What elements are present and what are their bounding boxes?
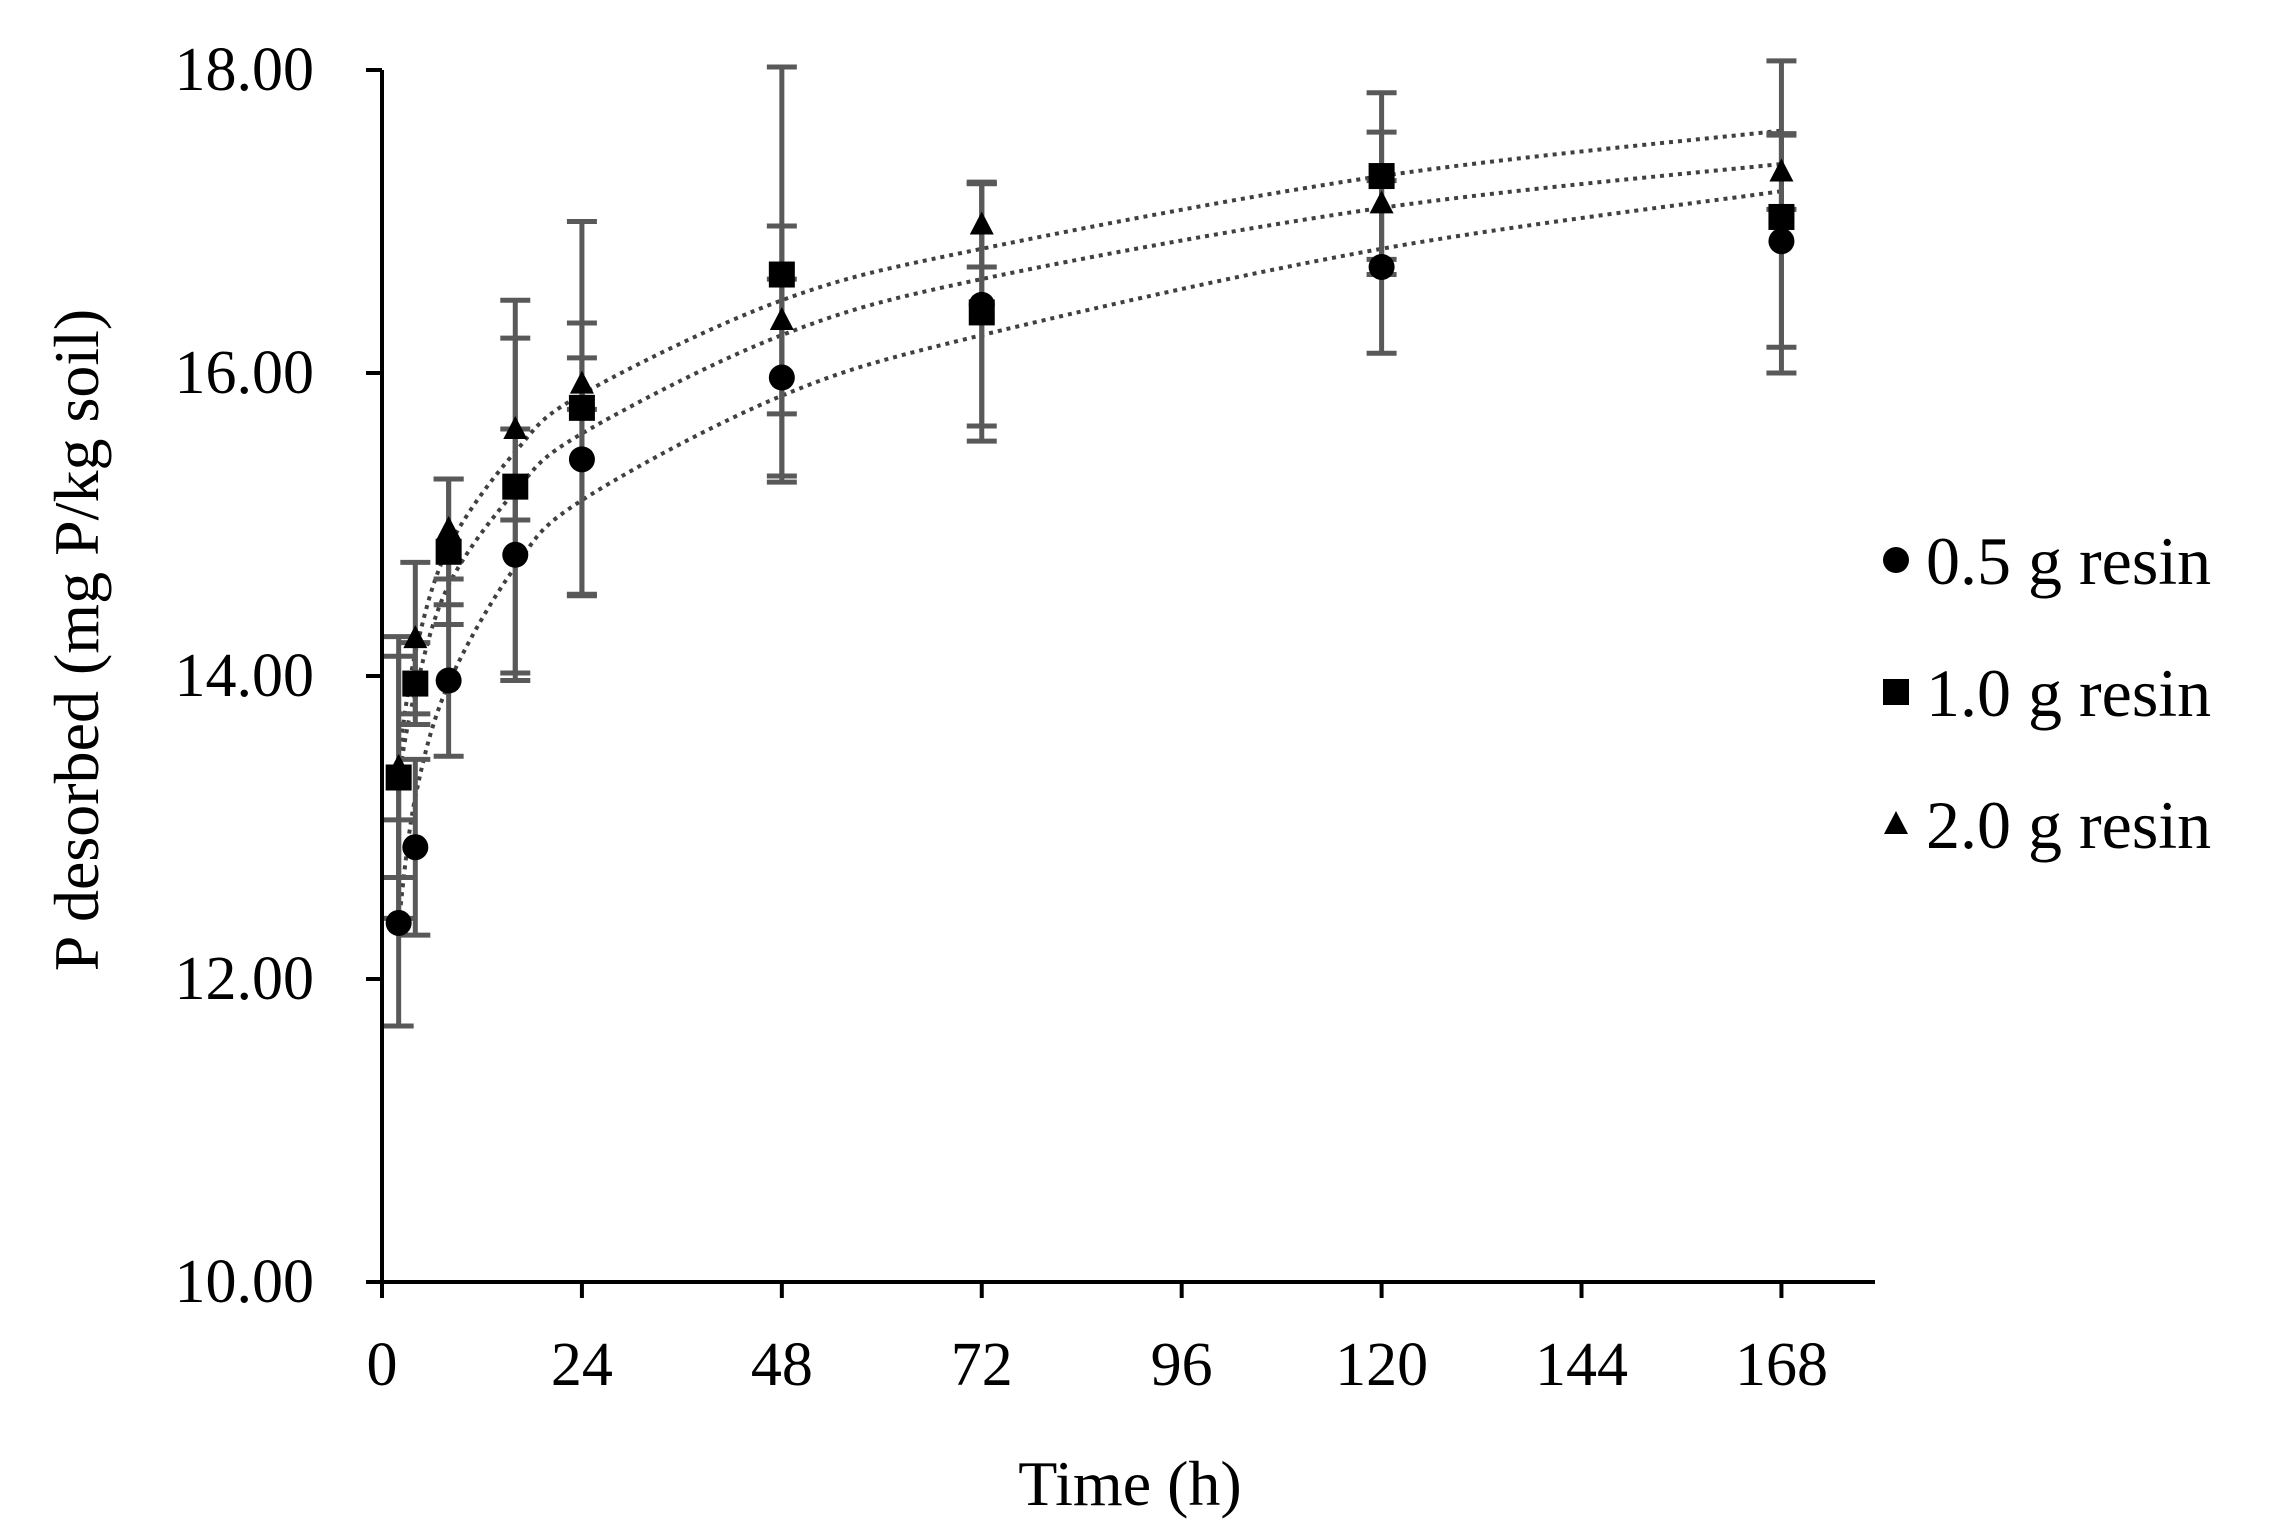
axes: 10.00 12.00 14.00 16.00 18.00 0 24 48 72 96 120 144…: [175, 36, 1875, 1399]
x-tick-label: 168: [1735, 1331, 1828, 1399]
legend-marker-circle: [1883, 547, 1909, 573]
data-point-square: [768, 261, 795, 288]
data-point-triangle: [969, 211, 994, 235]
trend-lines: [396, 128, 1782, 924]
x-tick-label: 48: [751, 1331, 813, 1399]
data-point-triangle: [386, 753, 411, 777]
x-tick-label: 24: [551, 1331, 613, 1399]
error-bars: [383, 58, 1797, 1029]
data-point-triangle: [503, 416, 528, 440]
data-point-circle: [435, 667, 462, 694]
data-point-circle: [1368, 253, 1395, 280]
x-axis-title: Time (h): [1018, 1448, 1241, 1519]
trend-line-circle: [396, 189, 1782, 924]
legend-label: 2.0 g resin: [1926, 787, 2211, 863]
y-tick-label: 10.00: [175, 1248, 315, 1316]
data-point-triangle: [436, 516, 461, 540]
x-tick-label: 120: [1335, 1331, 1428, 1399]
x-tick-label: 0: [367, 1331, 398, 1399]
x-tick-label: 144: [1535, 1331, 1628, 1399]
data-point-circle: [385, 909, 412, 936]
trend-line-triangle: [396, 128, 1782, 760]
data-point-square: [568, 394, 595, 421]
data-point-triangle: [1369, 190, 1394, 214]
data-point-triangle: [769, 306, 794, 330]
y-axis-title: P desorbed (mg P/kg soil): [41, 309, 112, 972]
data-point-triangle: [1769, 158, 1794, 182]
legend-marker-triangle: [1884, 811, 1908, 834]
y-tick-label: 16.00: [175, 339, 315, 407]
data-point-circle: [402, 834, 429, 861]
data-point-square: [435, 538, 462, 565]
legend-label: 0.5 g resin: [1926, 523, 2211, 599]
data-point-square: [1768, 203, 1795, 230]
data-point-circle: [1768, 228, 1795, 255]
y-tick-label: 12.00: [175, 945, 315, 1013]
legend-label: 1.0 g resin: [1926, 655, 2211, 731]
data-point-circle: [502, 541, 529, 568]
x-tick-label: 96: [1151, 1331, 1213, 1399]
data-point-square: [1368, 163, 1395, 190]
x-tick-label: 72: [951, 1331, 1013, 1399]
data-point-triangle: [569, 370, 594, 394]
data-markers: [385, 158, 1795, 936]
trend-line-square: [396, 161, 1782, 778]
y-tick-label: 18.00: [175, 36, 315, 104]
legend-marker-square: [1883, 679, 1909, 705]
legend: 0.5 g resin 1.0 g resin 2.0 g resin: [1883, 523, 2211, 863]
y-tick-label: 14.00: [175, 642, 315, 710]
data-point-square: [502, 473, 529, 500]
data-point-square: [402, 670, 429, 697]
data-point-triangle: [403, 625, 428, 649]
data-point-square: [968, 299, 995, 326]
data-point-circle: [768, 364, 795, 391]
data-point-circle: [568, 446, 595, 473]
